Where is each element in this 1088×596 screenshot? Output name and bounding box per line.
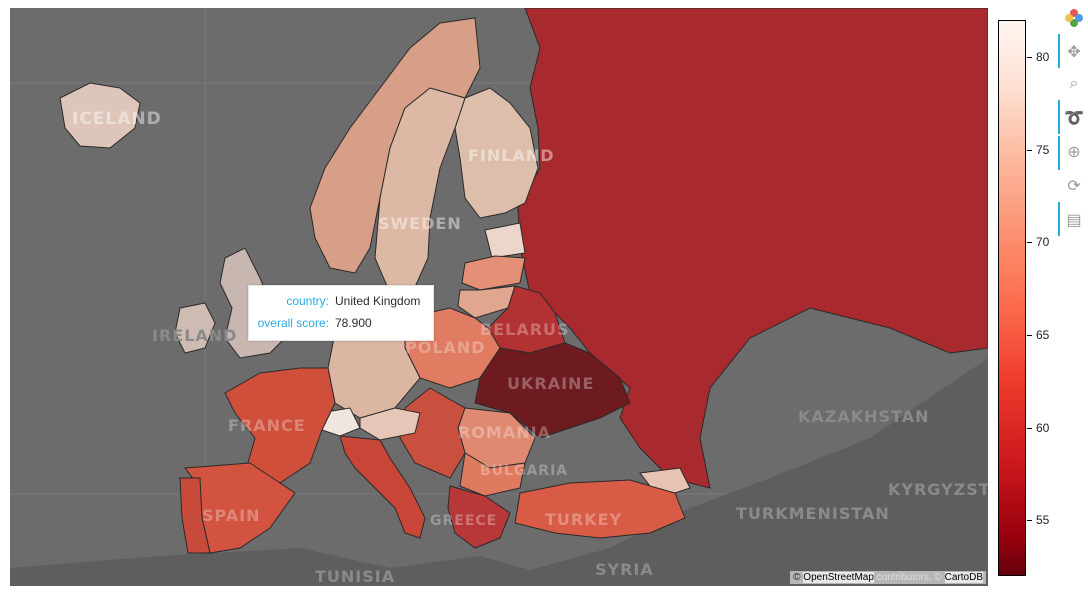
colorbar-tick-label: 70 [1036, 235, 1050, 250]
box-zoom-tool-icon[interactable]: ⌕ [1069, 75, 1079, 92]
colorbar-tick [1027, 57, 1032, 59]
map-attribution: © OpenStreetMap contributors, © CartoDB [790, 571, 986, 584]
tooltip-country-key: country: [286, 294, 329, 308]
label-sweden: SWEDEN [378, 214, 462, 233]
hover-tool-icon[interactable]: ▤ [1066, 212, 1082, 229]
label-turkmenistan: TURKMENISTAN [736, 504, 890, 523]
colorbar-tick [1027, 335, 1032, 337]
pan-tool-active-indicator [1058, 34, 1060, 68]
osm-link[interactable]: OpenStreetMap [803, 572, 874, 583]
attribution-contrib: contributors, © [876, 572, 942, 583]
label-spain: SPAIN [202, 506, 261, 525]
label-ireland: IRELAND [152, 326, 238, 345]
hover-tooltip: country: United Kingdom overall score: 7… [248, 285, 434, 341]
label-tunisia: TUNISIA [315, 567, 396, 586]
map-shapes [10, 8, 988, 586]
label-romania: ROMANIA [458, 423, 551, 442]
colorbar-tick-label: 75 [1036, 142, 1050, 157]
lasso-select-tool-icon[interactable]: ➰ [1064, 110, 1084, 127]
label-poland: POLAND [405, 338, 486, 357]
label-syria: SYRIA [595, 560, 654, 579]
label-ukraine: UKRAINE [507, 374, 595, 393]
colorbar-tick-label: 60 [1036, 420, 1050, 435]
label-france: FRANCE [228, 416, 306, 435]
colorbar-tick [1027, 242, 1032, 244]
map-canvas[interactable]: ICELAND FINLAND SWEDEN IRELAND BELARUS P… [10, 8, 988, 586]
tooltip-score-key: overall score: [257, 316, 329, 330]
label-bulgaria: BULGARIA [480, 463, 569, 479]
label-kazakhstan: KAZAKHSTAN [798, 407, 930, 426]
cartodb-link[interactable]: CartoDB [944, 572, 983, 583]
wheel-zoom-active-indicator [1058, 136, 1060, 170]
reset-tool-icon[interactable]: ⟳ [1067, 178, 1081, 195]
colorbar-tick-label: 80 [1036, 50, 1050, 65]
color-bar [998, 20, 1026, 576]
colorbar-tick [1027, 520, 1032, 522]
hover-tool-active-indicator [1058, 202, 1060, 236]
wheel-zoom-tool-icon[interactable]: ⊕ [1067, 144, 1081, 161]
label-belarus: BELARUS [480, 320, 570, 339]
tooltip-country-value: United Kingdom [335, 294, 421, 308]
colorbar-tick [1027, 427, 1032, 429]
label-turkey: TURKEY [545, 510, 623, 529]
label-iceland: ICELAND [72, 109, 162, 129]
label-kyrgyzstan: KYRGYZSTA [888, 480, 988, 499]
label-greece: GREECE [430, 513, 498, 529]
tooltip-score-value: 78.900 [335, 316, 372, 330]
colorbar-tick-label: 65 [1036, 328, 1050, 343]
lasso-tool-active-indicator [1058, 100, 1060, 134]
bokeh-logo-icon[interactable] [1062, 6, 1086, 30]
pan-tool-icon[interactable]: ✥ [1067, 44, 1081, 61]
label-finland: FINLAND [468, 146, 555, 165]
attribution-copyright: © [793, 572, 801, 583]
colorbar-tick-label: 55 [1036, 513, 1050, 528]
colorbar-tick [1027, 149, 1032, 151]
